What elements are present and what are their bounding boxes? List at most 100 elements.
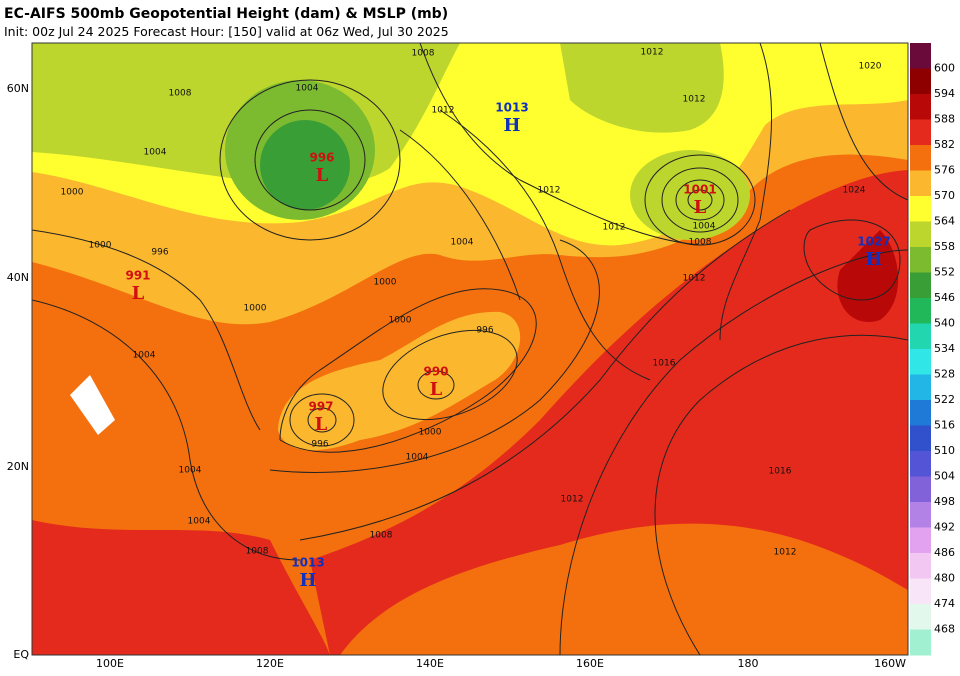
colorbar-swatch — [910, 196, 931, 222]
isobar-label: 1000 — [89, 241, 112, 251]
isobars — [32, 43, 908, 655]
center-value: 1001 — [683, 183, 716, 197]
isobar-label: 1004 — [296, 84, 319, 94]
isobar-label: 1004 — [133, 351, 156, 361]
center-symbol: L — [132, 283, 145, 304]
colorbar-label: 468 — [934, 623, 955, 636]
center-symbol: H — [503, 115, 520, 136]
colorbar-label: 528 — [934, 368, 955, 381]
isobar-label: 1020 — [859, 62, 882, 72]
lat-label: 20N — [7, 460, 29, 473]
colorbar-label: 474 — [934, 597, 955, 610]
isobar-label: 1000 — [374, 278, 397, 288]
lon-label: 100E — [96, 657, 124, 670]
colorbar-label: 594 — [934, 87, 955, 100]
lon-label: 140E — [416, 657, 444, 670]
subtitle: Init: 00z Jul 24 2025 Forecast Hour: [15… — [4, 24, 449, 39]
isobar-label: 1012 — [561, 495, 584, 505]
colorbar-label: 510 — [934, 444, 955, 457]
lat-labels: 60N 40N 20N EQ — [7, 82, 30, 661]
center-symbol: H — [865, 249, 882, 270]
lon-label: 160E — [576, 657, 604, 670]
isobar-label: 1004 — [188, 517, 211, 527]
colorbar-swatch — [910, 527, 931, 554]
lon-label: 120E — [256, 657, 284, 670]
isobar-label: 1000 — [389, 316, 412, 326]
colorbar-swatch — [910, 221, 931, 248]
isobar-label: 1000 — [61, 188, 84, 198]
center-symbol: L — [316, 165, 329, 186]
center-value: 997 — [308, 400, 333, 414]
isobar-label: 1016 — [653, 359, 676, 369]
colorbar-swatch — [910, 145, 931, 171]
center-symbol: L — [315, 414, 328, 435]
colorbar-label: 540 — [934, 317, 955, 330]
colorbar-label: 588 — [934, 113, 955, 126]
colorbar-swatch — [910, 272, 931, 299]
center-value: 1027 — [857, 235, 890, 249]
colorbar-label: 522 — [934, 393, 955, 406]
colorbar-swatch — [910, 119, 931, 146]
map-frame — [31, 42, 909, 656]
colorbar-label: 558 — [934, 240, 955, 253]
colorbar-swatch — [910, 604, 931, 630]
colorbar-label: 492 — [934, 521, 955, 534]
map-fill — [32, 43, 908, 655]
center-value: 1013 — [291, 556, 324, 570]
center-symbol: H — [299, 570, 316, 591]
colorbar-swatch — [910, 170, 931, 197]
colorbar-swatch — [910, 349, 931, 375]
lat-label: 40N — [7, 271, 29, 284]
colorbar-swatch — [910, 451, 931, 477]
colorbar-swatch — [910, 629, 931, 656]
isobar-label: 1004 — [693, 222, 716, 232]
isobar-label: 996 — [311, 440, 328, 450]
colorbar-label: 576 — [934, 164, 955, 177]
isobar-label: 1012 — [603, 223, 626, 233]
isobar-label: 1008 — [689, 238, 712, 248]
colorbar-swatch — [910, 425, 931, 452]
center-symbol: L — [430, 379, 443, 400]
colorbar-label: 480 — [934, 572, 955, 585]
isobar-label: 1008 — [246, 547, 269, 557]
isobar-label: 1012 — [683, 274, 706, 284]
colorbar-swatch — [910, 553, 931, 579]
isobar-label: 996 — [476, 326, 493, 336]
colorbar-label: 546 — [934, 291, 955, 304]
isobar-label: 1004 — [406, 453, 429, 463]
lat-label: EQ — [13, 648, 29, 661]
colorbar-label: 564 — [934, 215, 955, 228]
colorbar-label: 498 — [934, 495, 955, 508]
colorbar-label: 516 — [934, 419, 955, 432]
colorbar-label: 534 — [934, 342, 955, 355]
isobar-label: 1000 — [244, 304, 267, 314]
colorbar-label: 600 — [934, 62, 955, 75]
isobar-label: 1008 — [169, 89, 192, 99]
colorbar-swatch — [910, 247, 931, 273]
colorbar-label: 504 — [934, 470, 955, 483]
isobar-label: 996 — [151, 248, 168, 258]
colorbar-swatch — [910, 374, 931, 401]
isobar-label: 1008 — [370, 531, 393, 541]
colorbar-swatch — [910, 400, 931, 426]
isobar-label: 1012 — [538, 186, 561, 196]
center-value: 996 — [309, 151, 334, 165]
isobar-label: 1004 — [451, 238, 474, 248]
colorbar-label: 582 — [934, 138, 955, 151]
center-symbol: L — [694, 197, 707, 218]
title: EC-AIFS 500mb Geopotential Height (dam) … — [4, 6, 448, 22]
colorbar-label: 552 — [934, 266, 955, 279]
lon-label: 160W — [874, 657, 906, 670]
isobar-label: 1004 — [179, 466, 202, 476]
colorbar-swatch — [910, 578, 931, 605]
lon-label: 180 — [738, 657, 759, 670]
isobar-label: 1004 — [144, 148, 167, 158]
isobar-label: 1012 — [774, 548, 797, 558]
colorbar-swatch — [910, 94, 931, 120]
isobar-label: 1012 — [432, 106, 455, 116]
isobar-label: 1000 — [419, 428, 442, 438]
isobar-label: 1012 — [641, 48, 664, 58]
colorbar-swatch — [910, 323, 931, 350]
